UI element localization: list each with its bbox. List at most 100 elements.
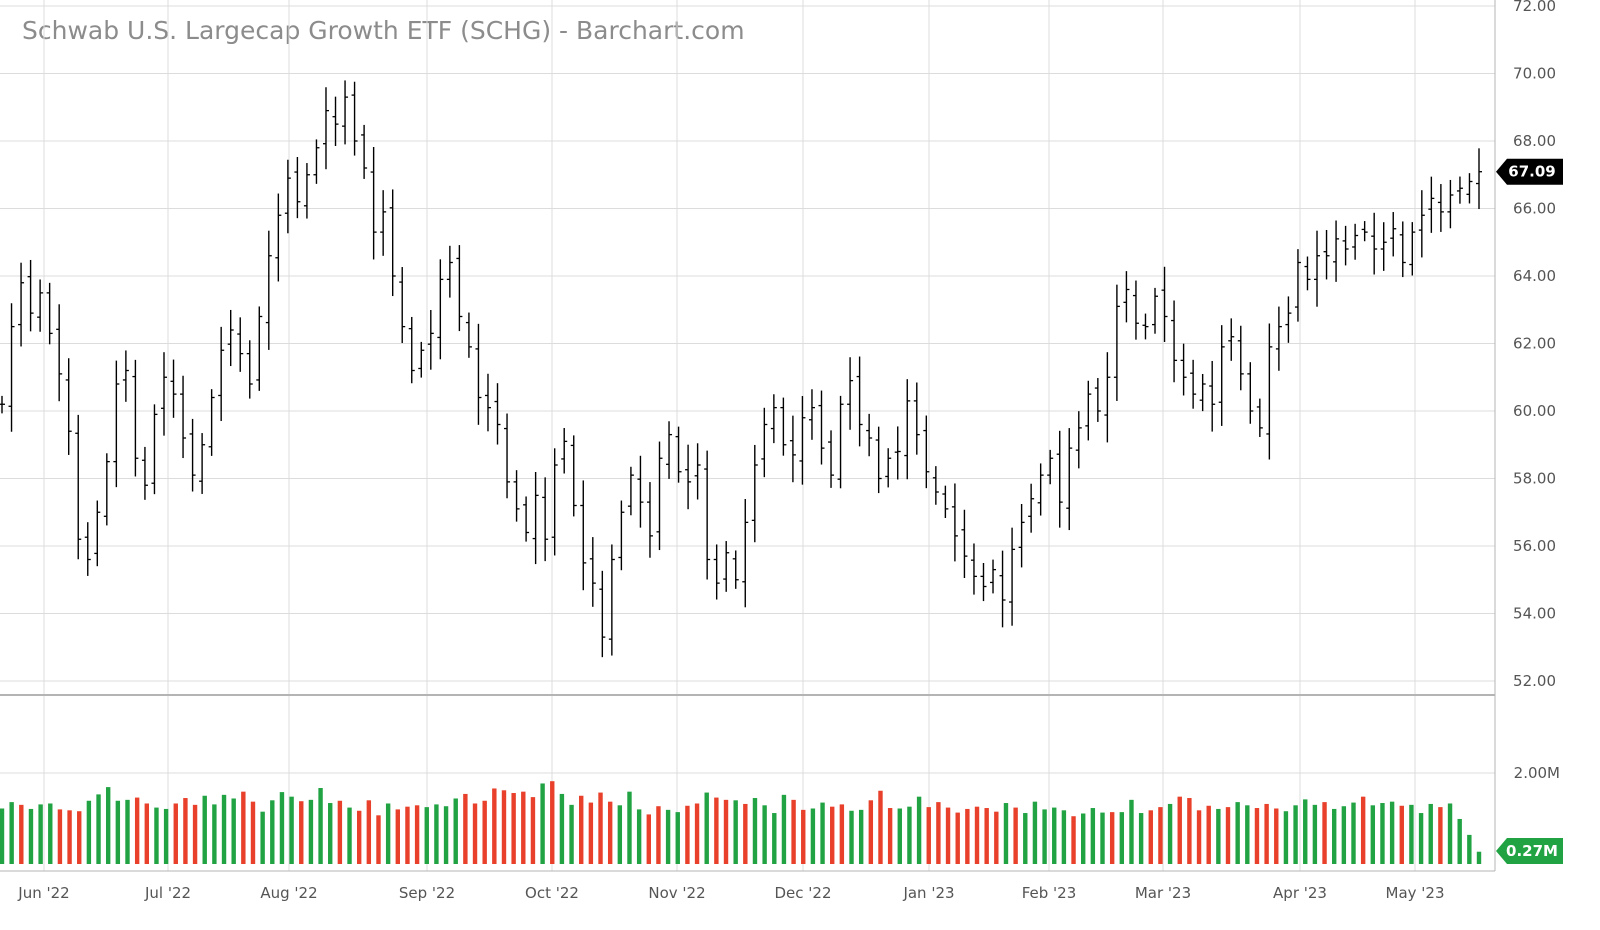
volume-bar (936, 802, 941, 864)
price-bar (866, 413, 873, 457)
price-bar (361, 124, 368, 179)
volume-bar (1177, 796, 1182, 864)
y-tick-label: 62.00 (1513, 335, 1556, 353)
grid-lines (0, 0, 1496, 872)
price-bar (1285, 296, 1292, 343)
volume-bar (1303, 799, 1308, 864)
price-bar (199, 433, 206, 494)
price-bar (551, 448, 558, 556)
price-bar (666, 421, 673, 479)
volume-bar (1283, 811, 1289, 864)
price-bar (1266, 323, 1273, 460)
volume-bar (752, 798, 758, 864)
volume-bar (1148, 810, 1153, 864)
price-bar (65, 358, 72, 455)
price-bar (1466, 173, 1473, 204)
price-bar (1218, 325, 1225, 426)
price-bar (875, 426, 882, 494)
price-bar (1075, 411, 1082, 469)
volume-bar (858, 809, 864, 864)
price-bar (484, 373, 491, 432)
volume-bar (704, 792, 709, 864)
x-tick-label: Sep '22 (399, 884, 455, 902)
price-bar (704, 450, 711, 580)
volume-bar (1418, 813, 1424, 864)
volume-bar (19, 804, 24, 864)
price-bar (1437, 184, 1444, 232)
price-bar (189, 418, 196, 492)
volume-bar (636, 809, 642, 864)
price-bar (494, 383, 501, 445)
price-bar (46, 282, 53, 345)
price-bar (1009, 527, 1016, 626)
volume-bar (984, 808, 989, 864)
volume-bar (1457, 818, 1462, 864)
price-bar (1199, 373, 1206, 412)
price-bar (122, 350, 129, 402)
price-bar (913, 382, 920, 455)
price-bar (694, 443, 701, 500)
price-bar (1028, 483, 1035, 533)
price-bar (1113, 284, 1120, 401)
price-bar (427, 309, 434, 370)
price-bar (599, 570, 606, 658)
price-bar (294, 157, 301, 219)
price-bar (1380, 222, 1387, 271)
price-bar (904, 379, 911, 480)
price-bar (580, 480, 587, 591)
volume-bar (588, 802, 594, 864)
volume-bar (183, 798, 188, 864)
price-bar (1342, 225, 1349, 266)
volume-bar (77, 811, 82, 864)
x-tick-label: Jul '22 (144, 884, 191, 902)
price-bar (160, 352, 167, 436)
price-bar (275, 193, 282, 282)
price-bar (8, 303, 15, 432)
price-bar (1247, 362, 1254, 424)
price-bar (637, 455, 644, 528)
volume-bar (134, 797, 140, 864)
volume-bar (801, 809, 806, 864)
volume-bar (1370, 805, 1376, 864)
price-bar (1361, 221, 1368, 242)
price-bar (970, 543, 977, 595)
volume-bar (337, 800, 343, 864)
price-bar (504, 413, 511, 499)
price-bar (103, 453, 110, 526)
price-bar (1018, 503, 1025, 568)
volume-bar (694, 803, 700, 864)
price-bar (1094, 378, 1101, 422)
volume-bar (656, 806, 661, 864)
volume-bar (270, 800, 275, 864)
volume-bar (1119, 812, 1125, 864)
volume-bar (414, 805, 420, 864)
last-volume-badge-text: 0.27M (1506, 842, 1558, 860)
price-bar (713, 544, 720, 600)
price-bar (818, 390, 825, 465)
price-bar (894, 426, 901, 480)
volume-bar (945, 807, 951, 864)
price-bar (656, 441, 663, 551)
last-volume-badge-shape (1496, 838, 1563, 864)
price-bar (94, 500, 101, 567)
price-bar (113, 360, 120, 488)
volume-bar (1467, 834, 1472, 864)
y-tick-label: 52.00 (1513, 672, 1556, 690)
volume-bar (1245, 805, 1250, 864)
volume-bar (762, 805, 767, 864)
price-bar (1161, 266, 1168, 343)
price-bar (180, 375, 187, 459)
price-bar (322, 87, 329, 170)
volume-bar (366, 800, 372, 864)
volume-bar (1090, 808, 1096, 864)
volume-bar (115, 800, 121, 864)
volume-bar (1061, 810, 1067, 864)
volume-bar (1264, 803, 1269, 864)
price-bar (761, 407, 768, 478)
volume-bar (1042, 809, 1047, 864)
y-tick-label: 68.00 (1513, 132, 1556, 150)
price-bar (513, 470, 520, 522)
volume-bar (1100, 812, 1105, 864)
volume-bar (1023, 813, 1028, 864)
